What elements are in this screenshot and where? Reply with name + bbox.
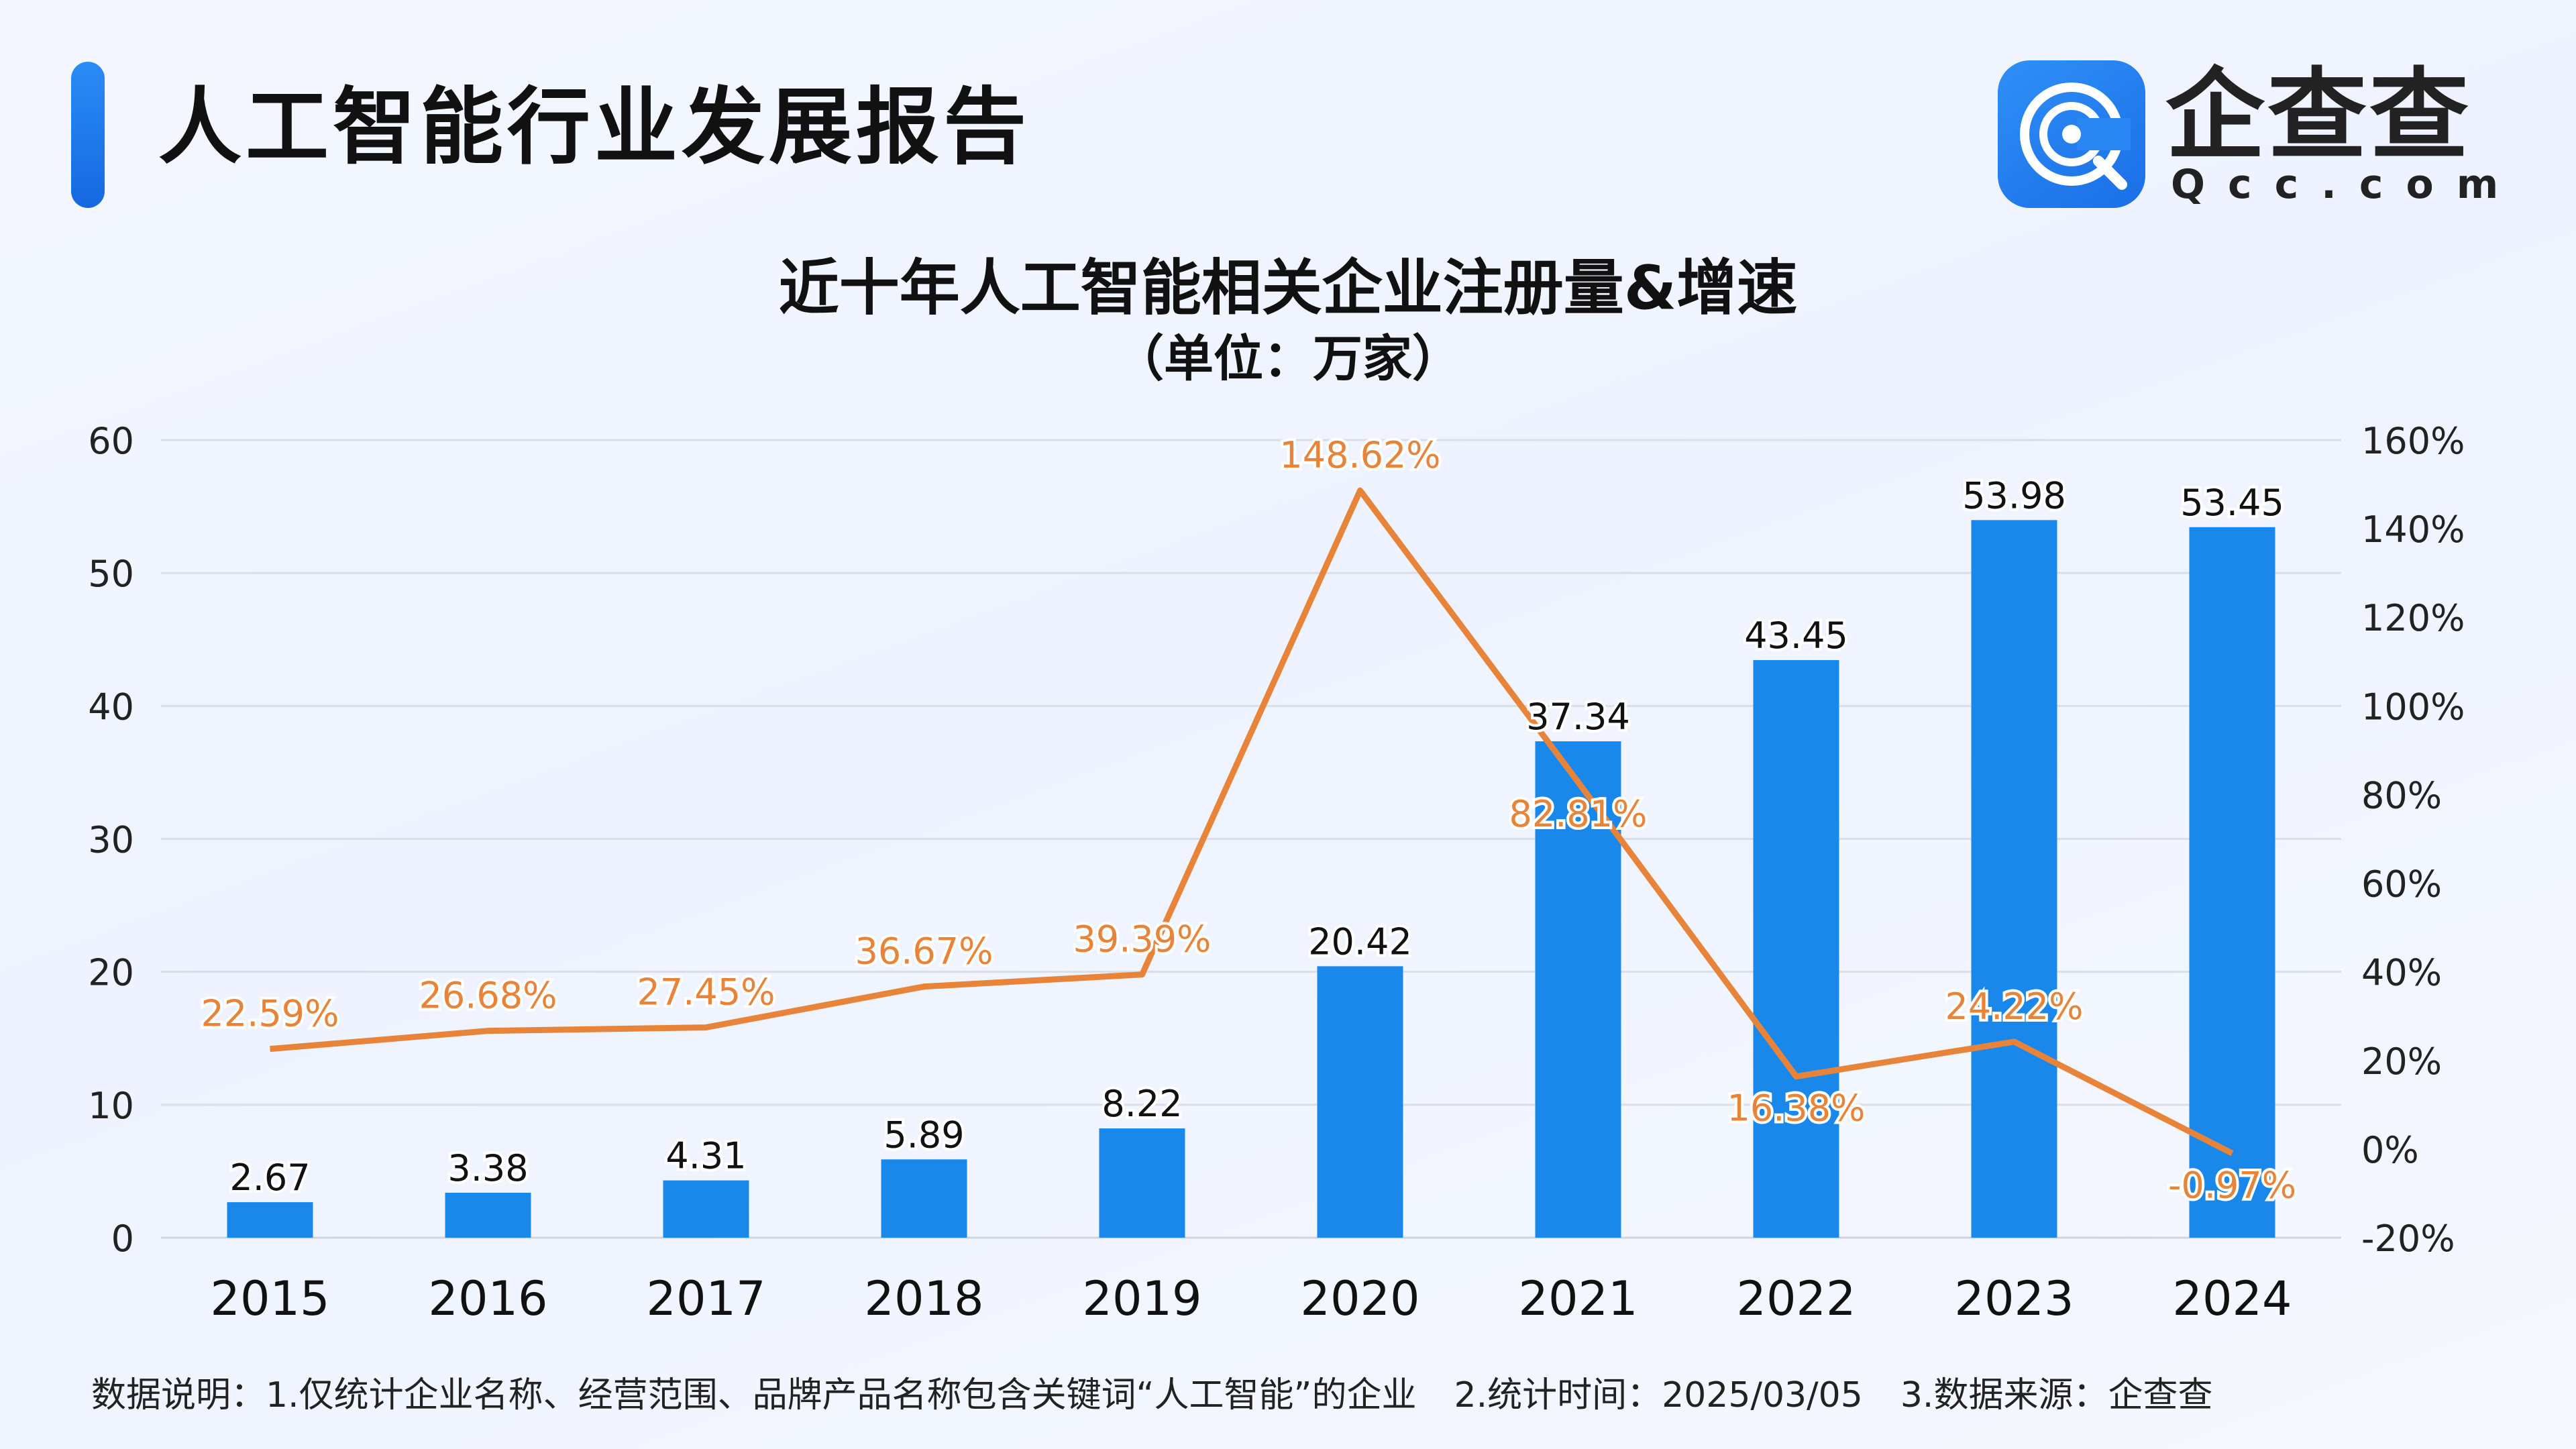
x-tick-label: 2016 xyxy=(428,1271,547,1326)
line-data-label: 27.45% xyxy=(637,971,775,1014)
bar xyxy=(1753,659,1839,1238)
bar-data-label: 43.45 xyxy=(1744,614,1848,657)
x-tick-label: 2021 xyxy=(1518,1271,1638,1326)
combo-chart: 0 10 20 30 40 50 60 -20% 0% 20% 40% 60% 80% 100% 120% 1… xyxy=(88,420,2465,1326)
footnote-note-3: 3.数据来源：企查查 xyxy=(1900,1375,2213,1415)
chart-title: 近十年人工智能相关企业注册量&增速 xyxy=(778,253,1798,323)
y-right-tick-label: 140% xyxy=(2361,508,2465,551)
brand-name: 企查查 xyxy=(2165,58,2471,173)
line-data-label: 22.59% xyxy=(201,993,339,1035)
line-data-label: 39.39% xyxy=(1073,918,1212,961)
qcc-logo-icon xyxy=(1998,60,2145,208)
y-right-tick-label: 40% xyxy=(2361,952,2442,994)
bar-data-label: 8.22 xyxy=(1102,1083,1182,1125)
bar xyxy=(881,1159,967,1238)
x-tick-label: 2019 xyxy=(1082,1271,1201,1326)
footnote-note-2: 2.统计时间：2025/03/05 xyxy=(1454,1375,1863,1415)
line-data-label: -0.97% xyxy=(2168,1164,2296,1206)
x-tick-label: 2015 xyxy=(210,1271,329,1326)
bar-data-label: 2.67 xyxy=(229,1157,310,1199)
title-accent-bar xyxy=(71,62,105,208)
bar-data-label: 5.89 xyxy=(883,1114,964,1156)
x-tick-label: 2020 xyxy=(1300,1271,1419,1326)
line-data-label: 16.38% xyxy=(1727,1087,1866,1130)
y-left-tick-label: 0 xyxy=(111,1218,134,1260)
x-tick-label: 2017 xyxy=(646,1271,765,1326)
y-right-tick-label: 100% xyxy=(2361,686,2465,728)
line-data-label: 24.22% xyxy=(1945,985,2084,1028)
bar xyxy=(1099,1128,1185,1238)
report-title: 人工智能行业发展报告 xyxy=(158,79,1031,176)
footnote-note-1: 数据说明：1.仅统计企业名称、经营范围、品牌产品名称包含关键词“人工智能”的企业 xyxy=(91,1375,1417,1415)
bar xyxy=(1971,520,2057,1238)
y-right-tick-label: 60% xyxy=(2361,863,2442,906)
y-right-tick-label: 80% xyxy=(2361,774,2442,816)
bar-data-label: 53.45 xyxy=(2180,482,2284,524)
brand-domain: Qcc.com xyxy=(2171,161,2522,208)
bar xyxy=(227,1202,313,1238)
bar xyxy=(1317,966,1403,1238)
y-right-tick-label: 0% xyxy=(2361,1129,2419,1171)
line-data-label: 26.68% xyxy=(419,975,557,1017)
chart-subtitle: （单位：万家） xyxy=(1114,330,1462,388)
bar xyxy=(2189,527,2275,1238)
bar xyxy=(445,1193,531,1238)
x-tick-label: 2022 xyxy=(1736,1271,1856,1326)
bar xyxy=(663,1180,749,1238)
x-tick-label: 2018 xyxy=(864,1271,983,1326)
growth-line xyxy=(270,487,2234,1157)
bar-data-label: 37.34 xyxy=(1526,696,1630,738)
bar-data-label: 53.98 xyxy=(1962,474,2066,517)
x-tick-label: 2024 xyxy=(2172,1271,2292,1326)
x-tick-label: 2023 xyxy=(1954,1271,2074,1326)
bar-data-label: 4.31 xyxy=(665,1135,746,1177)
bar-data-label: 20.42 xyxy=(1308,920,1412,963)
y-right-tick-label: 20% xyxy=(2361,1040,2442,1083)
y-left-tick-label: 40 xyxy=(88,686,134,728)
y-right-tick-label: 160% xyxy=(2361,420,2465,462)
line-data-label: 36.67% xyxy=(855,930,994,973)
y-right-tick-label: 120% xyxy=(2361,597,2465,639)
line-data-label: 148.62% xyxy=(1279,434,1440,476)
y-left-tick-label: 10 xyxy=(88,1085,134,1127)
bar-data-label: 3.38 xyxy=(447,1147,528,1189)
y-left-tick-label: 30 xyxy=(88,819,134,861)
y-left-tick-label: 50 xyxy=(88,553,134,595)
footnote: 数据说明：1.仅统计企业名称、经营范围、品牌产品名称包含关键词“人工智能”的企业… xyxy=(91,1368,2250,1422)
y-left-tick-label: 60 xyxy=(88,420,134,462)
y-right-tick-label: -20% xyxy=(2361,1218,2455,1260)
line-data-label: 82.81% xyxy=(1509,793,1648,835)
y-left-tick-label: 20 xyxy=(88,952,134,994)
